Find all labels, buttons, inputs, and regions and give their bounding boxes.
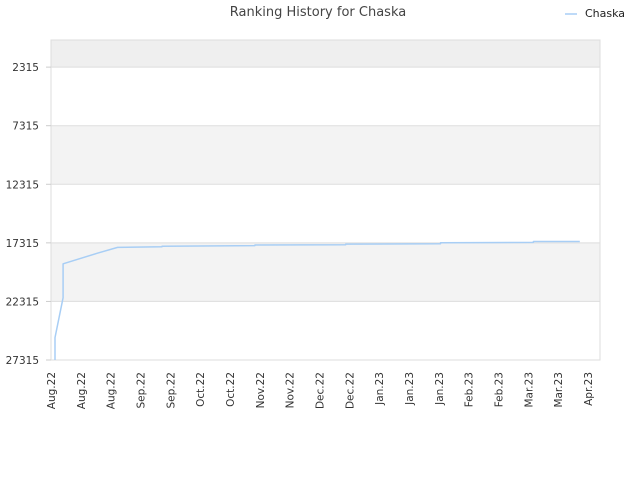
- x-tick-label: Nov.22: [285, 372, 297, 408]
- x-tick-label: Aug.22: [76, 372, 88, 409]
- plot-background: [51, 40, 600, 360]
- plot-band: [51, 184, 600, 243]
- y-tick-label: 22315: [6, 296, 39, 308]
- x-tick-label: Nov.22: [255, 372, 267, 408]
- x-tick-label: Jan.23: [374, 372, 386, 406]
- plot-band: [51, 67, 600, 126]
- plot-frame: [50, 39, 601, 361]
- x-axis: Aug.22 Aug.22 Aug.22 Sep.22 Sep.22 Oct.22 Oct.…: [46, 372, 595, 409]
- x-tick-label: Jan.23: [434, 372, 446, 406]
- legend: Chaska: [565, 7, 625, 20]
- x-tick-label: Feb.23: [464, 372, 476, 407]
- plot-band: [51, 125, 600, 185]
- x-tick-label: Mar.23: [553, 372, 565, 408]
- legend-label: Chaska: [585, 7, 625, 20]
- y-tick-label: 27315: [6, 355, 39, 367]
- x-tick-label: Sep.22: [136, 372, 148, 409]
- x-tick-label: Sep.22: [165, 372, 177, 409]
- y-tick-label: 2315: [12, 62, 39, 74]
- series-lines: [54, 240, 580, 360]
- chart-title: Ranking History for Chaska: [230, 5, 406, 20]
- x-tick-label: Aug.22: [106, 372, 118, 409]
- x-tick-label: Mar.23: [523, 372, 535, 408]
- x-tick-label: Apr.23: [583, 372, 595, 406]
- x-tick-label: Aug.22: [46, 372, 58, 409]
- y-tick-label: 12315: [6, 179, 39, 191]
- x-tick-label: Oct.22: [225, 372, 237, 407]
- plot-band: [51, 242, 600, 302]
- y-axis: 2315 7315 12315 17315 22315 27315: [6, 62, 51, 367]
- series-line-chaska: [54, 240, 580, 360]
- x-tick-label: Oct.22: [195, 372, 207, 407]
- x-tick-label: Dec.22: [344, 372, 356, 409]
- y-tick-label: 17315: [6, 238, 39, 250]
- plot-band: [51, 40, 600, 68]
- x-tick-label: Feb.23: [494, 372, 506, 407]
- x-tick-label: Dec.22: [315, 372, 327, 409]
- plot-band: [51, 301, 600, 360]
- x-tick-label: Jan.23: [404, 372, 416, 406]
- y-tick-label: 7315: [12, 121, 39, 133]
